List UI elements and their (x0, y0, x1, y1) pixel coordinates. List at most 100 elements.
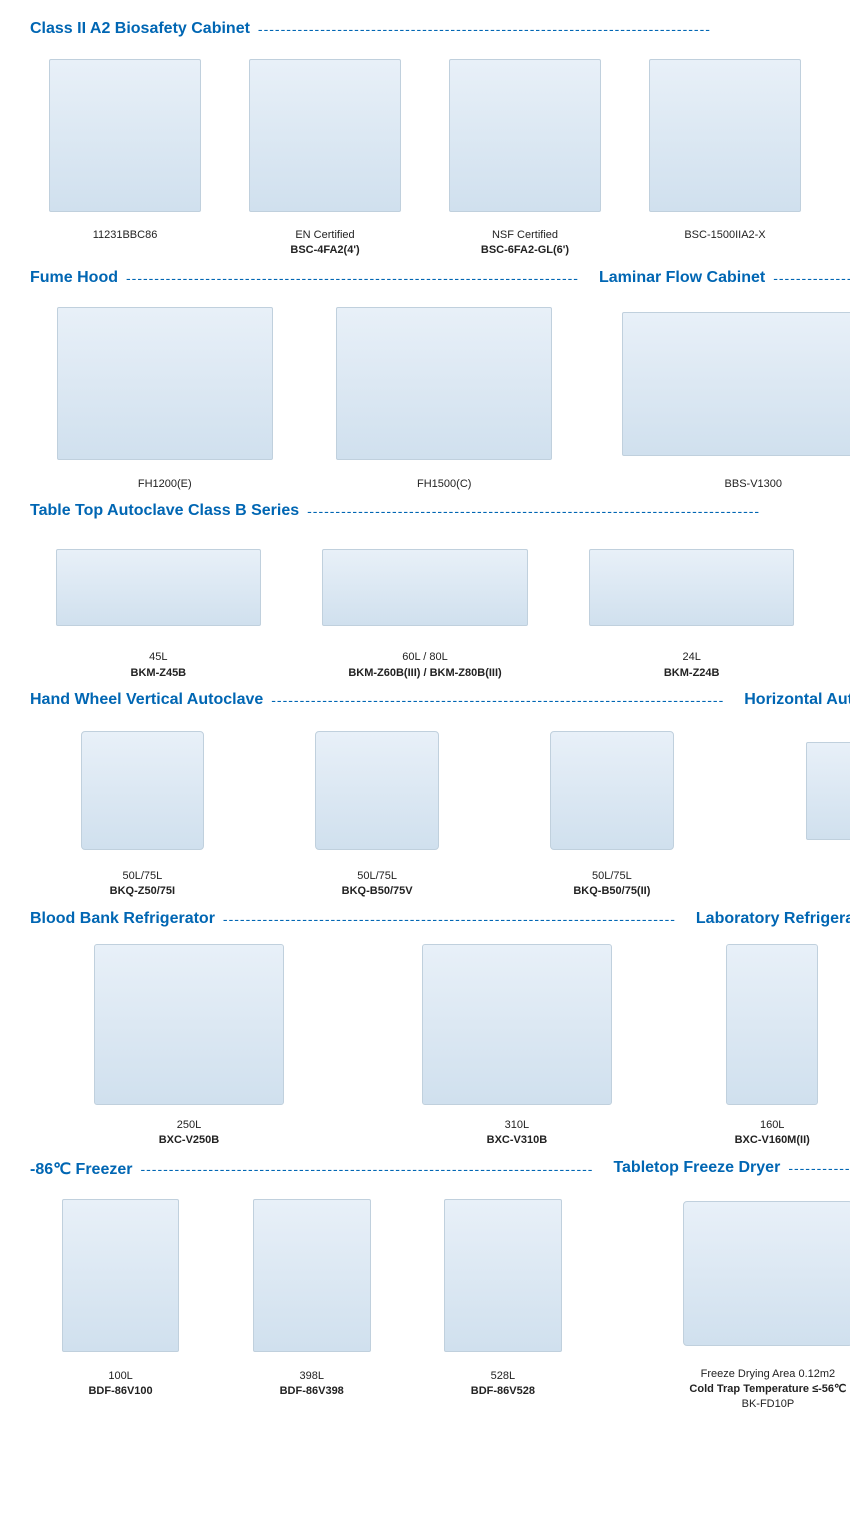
product-label-line: BKM-Z60B(III) / BKM-Z80B(III) (348, 666, 501, 681)
section-title: Laminar Flow Cabinet (599, 269, 773, 287)
equipment-icon (81, 731, 205, 850)
heading-dashes: ----------------------------------------… (126, 270, 579, 286)
equipment-icon (56, 549, 261, 626)
product-label: 50L/75LBKQ-B50/75V (342, 869, 413, 900)
equipment-icon (62, 1199, 180, 1352)
product-label-line: FH1500(C) (417, 477, 471, 492)
product-item: 398LBDF-86V398 (221, 1191, 402, 1400)
product-label-line: 160L (735, 1118, 810, 1133)
section-header: Horizontal Autoclave--------------------… (744, 691, 850, 709)
product-image (613, 1189, 850, 1359)
product-image (30, 50, 220, 220)
product-image (265, 721, 490, 861)
section-header: Laminar Flow Cabinet--------------------… (599, 269, 850, 287)
equipment-icon (649, 59, 801, 212)
product-item: 250LBXC-V250B (30, 940, 348, 1149)
product-label-line: BSC-4FA2(4') (290, 243, 359, 258)
product-label-line: 50L/75L (342, 869, 413, 884)
product-list: 11231BBC86 EN CertifiedBSC-4FA2(4') NSF Ce… (30, 50, 820, 259)
product-item: 45LBKM-Z45B (30, 532, 287, 681)
product-image (297, 532, 554, 642)
product-item: Freeze Drying Area 0.12m2Cold Trap Tempe… (613, 1189, 850, 1413)
equipment-icon (322, 549, 527, 626)
product-label-line: 11231BBC86 (93, 228, 158, 243)
product-catalog: Class II A2 Biosafety Cabinet-----------… (30, 20, 820, 1413)
product-label-line: FH1200(E) (138, 477, 192, 492)
section-row: -86℃ Freezer----------------------------… (30, 1159, 820, 1413)
product-label-line: 398L (280, 1369, 344, 1384)
product-image (500, 721, 725, 861)
product-label-line: BKM-Z45B (131, 666, 187, 681)
section-title: Blood Bank Refrigerator (30, 910, 223, 928)
section-title: Tabletop Freeze Dryer (613, 1159, 788, 1177)
equipment-icon (249, 59, 401, 212)
product-item: 50L/75LBKQ-B50/75V (265, 721, 490, 900)
product-label: 528LBDF-86V528 (471, 1369, 535, 1400)
product-label-line: BK-FD10P (689, 1397, 846, 1412)
product-item: 60L / 80LBKM-Z60B(III) / BKM-Z80B(III) (297, 532, 554, 681)
section-title: Fume Hood (30, 269, 126, 287)
product-label-line: 528L (471, 1369, 535, 1384)
product-label: 50L/75LBKQ-Z50/75I (110, 869, 175, 900)
product-item: NSF CertifiedBSC-6FA2-GL(6') (430, 50, 620, 259)
product-image (630, 50, 820, 220)
product-label-line: BXC-V250B (159, 1133, 220, 1148)
product-label-line: BKQ-B50/75V (342, 884, 413, 899)
equipment-icon (315, 731, 439, 850)
section-title: Horizontal Autoclave (744, 691, 850, 709)
equipment-icon (49, 59, 201, 212)
product-label-line: 310L (487, 1118, 548, 1133)
section-title: Hand Wheel Vertical Autoclave (30, 691, 271, 709)
product-label: Freeze Drying Area 0.12m2Cold Trap Tempe… (689, 1367, 846, 1413)
equipment-icon (422, 944, 613, 1106)
section-header: Table Top Autoclave Class B Series------… (30, 502, 820, 520)
product-item: 50L/75LBKQ-B50/75(II) (500, 721, 725, 900)
heading-dashes: ----------------------------------------… (258, 21, 820, 37)
product-label-line: 50L/75L (573, 869, 650, 884)
section: Laminar Flow Cabinet--------------------… (599, 269, 850, 492)
equipment-icon (253, 1199, 371, 1352)
product-item: 11231BBC86 (30, 50, 220, 259)
product-list: 250LBXC-V250B310LBXC-V310B (30, 940, 676, 1149)
product-image (412, 1191, 593, 1361)
equipment-icon (589, 549, 794, 626)
product-image (30, 532, 287, 642)
heading-dashes: ----------------------------------------… (307, 503, 820, 519)
product-label-line: Cold Trap Temperature ≤-56℃ (689, 1382, 846, 1397)
product-item: 24LBKM-Z24B (563, 532, 820, 681)
section: Fume Hood-------------------------------… (30, 269, 579, 492)
product-label-line: BKQ-B50/75(II) (573, 884, 650, 899)
product-item: 528LBDF-86V528 (412, 1191, 593, 1400)
product-list: 160LBXC-V160M(II)250LBXC-V250M(II)310LBX… (696, 940, 850, 1149)
equipment-icon (806, 742, 850, 840)
heading-dashes: ----------------------------------------… (223, 911, 676, 927)
product-image (563, 532, 820, 642)
product-item: 50L/75LBKQ-Z50/75I (30, 721, 255, 900)
product-label: FH1500(C) (417, 477, 471, 492)
product-item: BBS-V1300 (599, 299, 850, 492)
section-header: Tabletop Freeze Dryer-------------------… (613, 1159, 850, 1177)
product-item: 160LBXC-V160M(II) (696, 940, 849, 1149)
section-header: -86℃ Freezer----------------------------… (30, 1159, 593, 1179)
section: Horizontal Autoclave--------------------… (744, 691, 850, 900)
product-label: 398LBDF-86V398 (280, 1369, 344, 1400)
product-item: FH1500(C) (309, 299, 578, 492)
product-label: FH1200(E) (138, 477, 192, 492)
product-label: BBS-V1300 (725, 477, 782, 492)
section-title: Table Top Autoclave Class B Series (30, 502, 307, 520)
product-image (30, 1191, 211, 1361)
product-label-line: NSF Certified (481, 228, 569, 243)
product-label-line: BBS-V1300 (725, 477, 782, 492)
product-label: 45LBKM-Z45B (131, 650, 187, 681)
product-image (744, 721, 850, 861)
section-row: Fume Hood-------------------------------… (30, 269, 820, 492)
product-label-line: BDF-86V100 (88, 1384, 152, 1399)
product-label-line: BKQ-Z50/75I (110, 884, 175, 899)
equipment-icon (622, 312, 850, 457)
product-label-line: 45L (131, 650, 187, 665)
product-label: 50L/75LBKQ-B50/75(II) (573, 869, 650, 900)
product-list: 300LBKQ-B300H (380V ,50HZ) (744, 721, 850, 900)
product-label: EN CertifiedBSC-4FA2(4') (290, 228, 359, 259)
product-image (358, 940, 676, 1110)
product-item: 310LBXC-V310B (358, 940, 676, 1149)
